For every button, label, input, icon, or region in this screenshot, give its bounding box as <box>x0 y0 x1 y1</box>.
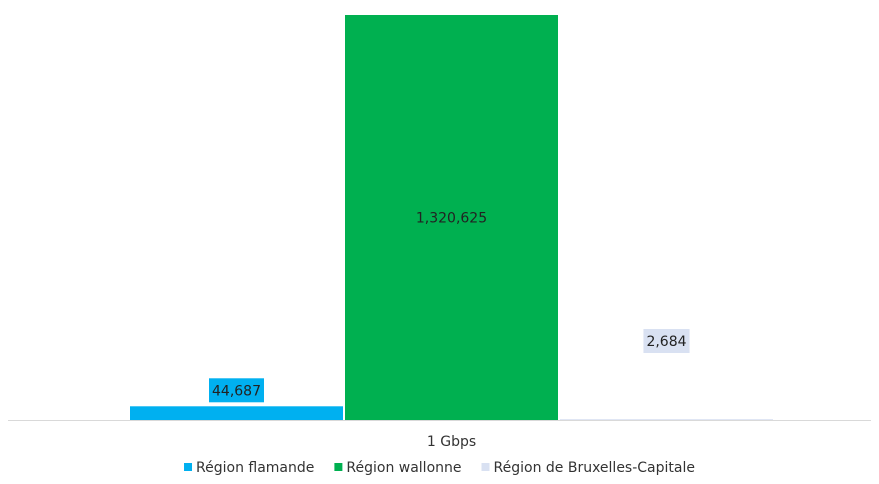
data-label-bg <box>643 329 690 353</box>
legend-swatch <box>184 463 193 471</box>
data-label-text: 1,320,625 <box>416 211 487 227</box>
data-label-region-de-bruxelles-capitale: 2,684 <box>643 329 690 353</box>
data-label-bg <box>209 378 264 403</box>
bar-region-wallonne <box>345 15 558 420</box>
legend-item-region-de-bruxelles-capitale: Région de Bruxelles-Capitale <box>481 460 695 476</box>
legend-swatch <box>481 463 490 471</box>
bar-region-de-bruxelles-capitale <box>560 419 773 420</box>
data-label-text: 2,684 <box>646 334 686 350</box>
legend-label: Région flamande <box>196 460 314 476</box>
data-label-region-wallonne: 1,320,625 <box>416 211 487 227</box>
bar-region-flamande <box>130 406 343 420</box>
x-tick-labels: 1 Gbps <box>427 434 476 450</box>
legend-label: Région wallonne <box>346 460 461 476</box>
legend-item-region-wallonne: Région wallonne <box>334 460 462 476</box>
data-label-text: 44,687 <box>212 383 261 399</box>
bars-group <box>130 15 773 420</box>
legend-item-region-flamande: Région flamande <box>184 460 314 476</box>
x-tick-label: 1 Gbps <box>427 434 476 450</box>
data-label-region-flamande: 44,687 <box>209 378 264 403</box>
data-labels: 44,687 1,320,625 2,684 <box>209 211 690 403</box>
legend-label: Région de Bruxelles-Capitale <box>494 460 695 476</box>
legend-swatch <box>334 463 343 471</box>
legend: Région flamande Région wallonne Région de … <box>184 460 695 476</box>
